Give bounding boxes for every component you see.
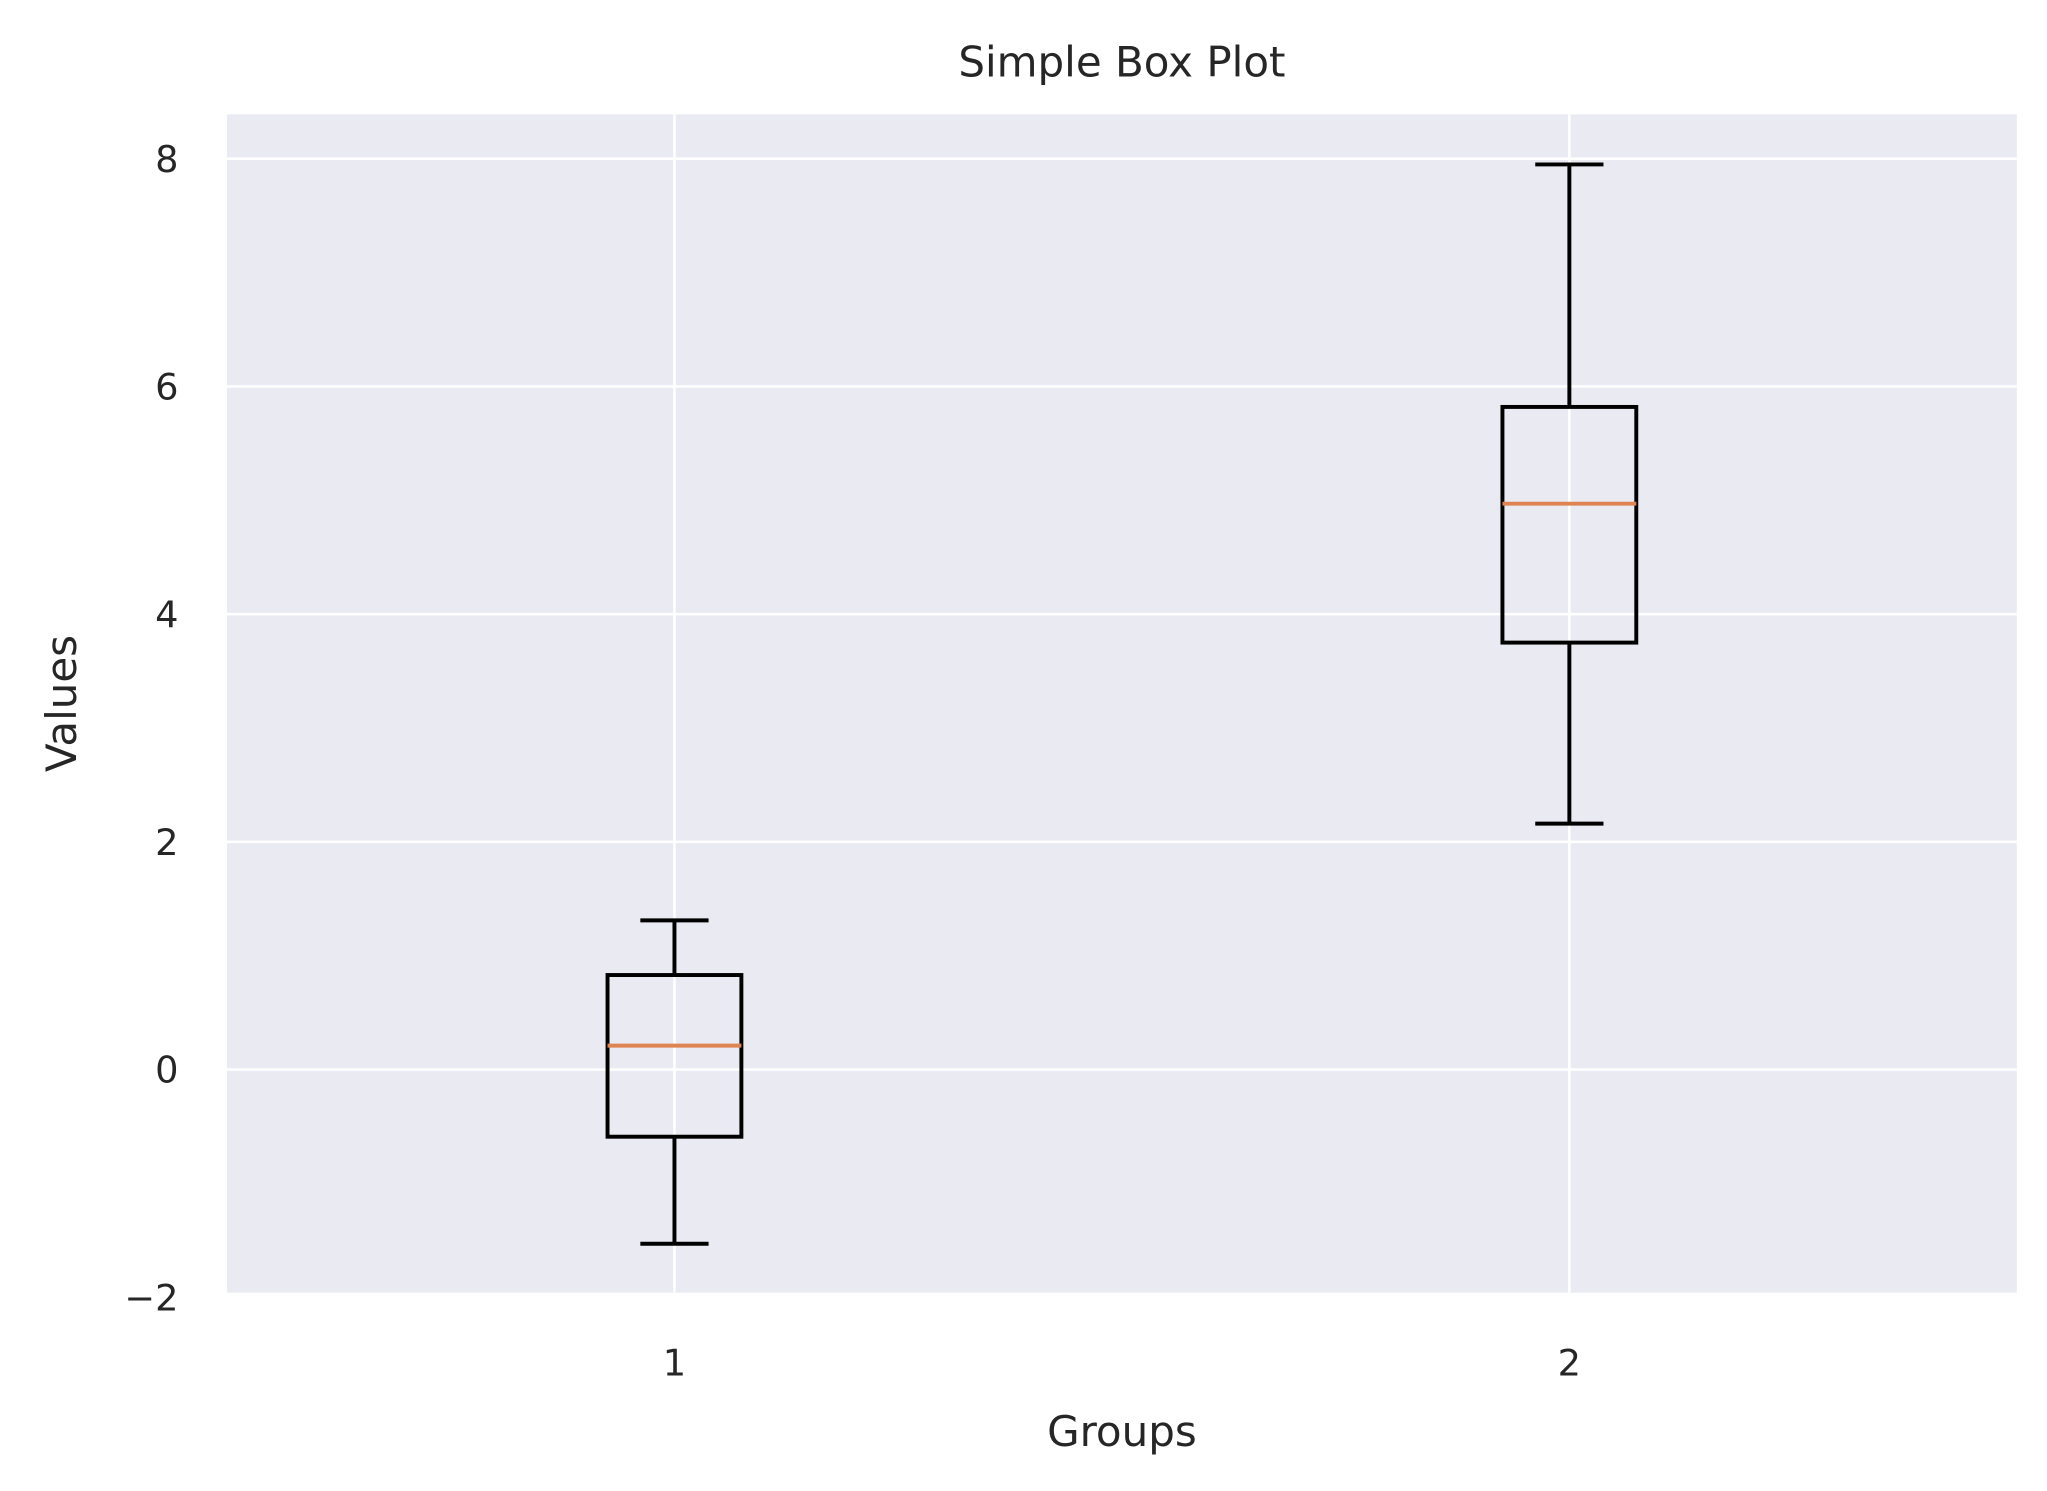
x-axis-label: Groups	[1047, 1407, 1197, 1456]
y-tick-label: 4	[155, 593, 178, 636]
plot-area	[227, 114, 2017, 1293]
x-tick-label: 2	[1558, 1341, 1581, 1384]
box-iqr	[1500, 404, 1639, 645]
box-iqr	[605, 973, 744, 1139]
chart-title: Simple Box Plot	[958, 37, 1285, 86]
y-tick-label: 6	[155, 366, 178, 409]
y-axis-label: Values	[37, 635, 86, 772]
y-tick-label: 8	[155, 138, 178, 181]
y-tick-label: 0	[155, 1049, 178, 1092]
y-tick-label: 2	[155, 821, 178, 864]
y-tick-label: −2	[124, 1276, 178, 1319]
x-tick-label: 1	[663, 1341, 686, 1384]
